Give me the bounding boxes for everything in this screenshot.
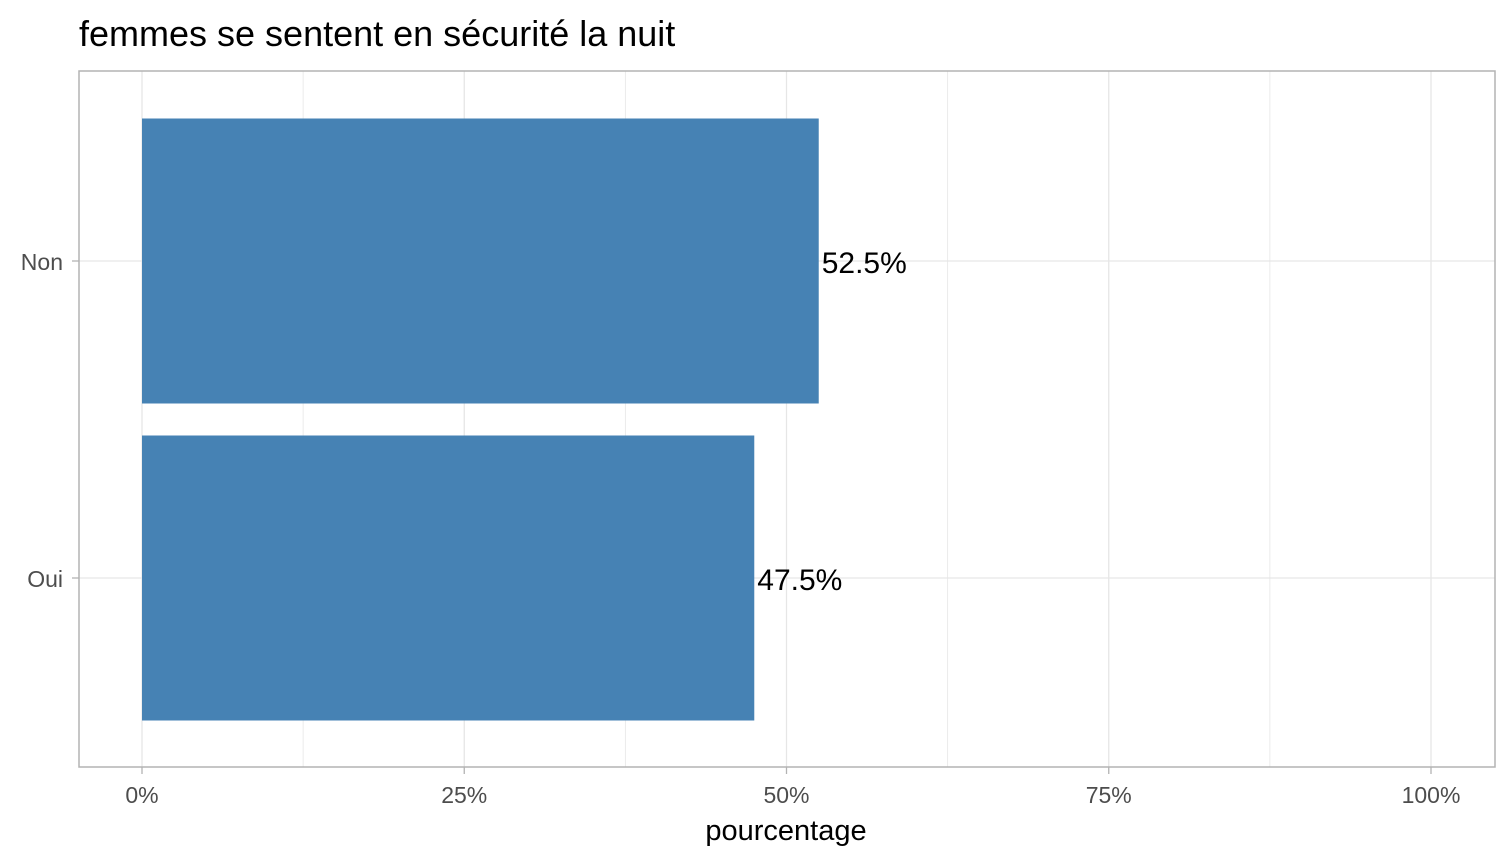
label-layer: 52.5% 47.5% [757, 247, 907, 597]
x-tick-label: 75% [1086, 782, 1132, 808]
x-tick-label: 25% [441, 782, 487, 808]
bar-layer [142, 118, 819, 721]
chart-title: femmes se sentent en sécurité la nuit [79, 13, 675, 54]
data-label: 52.5% [822, 247, 907, 280]
y-tick-label: Oui [27, 566, 63, 592]
data-label: 47.5% [757, 564, 842, 597]
x-tick-label: 0% [125, 782, 158, 808]
x-tick-label: 50% [763, 782, 809, 808]
x-tick-label: 100% [1402, 782, 1461, 808]
tick-layer: 0% 25% 50% 75% 100% Non Oui [21, 249, 1461, 808]
bar [142, 435, 755, 721]
x-axis-title: pourcentage [705, 815, 866, 847]
bar [142, 118, 819, 404]
y-tick-label: Non [21, 249, 63, 275]
